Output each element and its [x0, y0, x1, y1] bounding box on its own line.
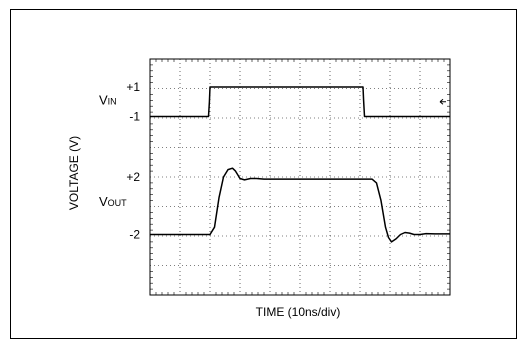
trace-vin [150, 86, 450, 118]
figure-frame [10, 9, 517, 339]
y-tick-label: +2 [126, 170, 140, 184]
trace-labels: VIN VOUT [99, 92, 127, 209]
trace-label: VOUT [99, 194, 127, 209]
y-axis-label: VOLTAGE (V) [67, 136, 81, 210]
x-axis-label: TIME (10ns/div) [256, 305, 341, 319]
tick-labels: +1 -1 +2 -2 [126, 80, 140, 242]
trace-vout [150, 167, 450, 243]
y-tick-label: +1 [126, 80, 140, 94]
y-tick-label: -1 [129, 110, 140, 124]
plot-area [149, 58, 451, 296]
trigger-arrow-icon [439, 98, 446, 105]
grid-lines [150, 59, 450, 295]
trace-label: VIN [99, 92, 117, 107]
y-tick-label: -2 [129, 228, 140, 242]
traces [150, 86, 450, 243]
